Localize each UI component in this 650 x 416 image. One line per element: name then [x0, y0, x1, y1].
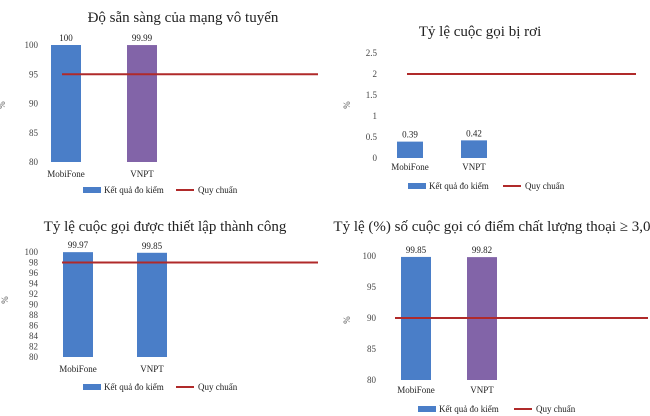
x-category-label: MobiFone [47, 169, 85, 179]
y-tick-label: 90 [29, 99, 39, 109]
y-axis-ticks: 80 85 90 95 100 [363, 251, 377, 385]
chart-panel-voice-quality: Tỷ lệ (%) số cuộc gọi có điểm chất lượng… [333, 219, 650, 414]
chart-title: Tỷ lệ cuộc gọi được thiết lập thành công [44, 219, 287, 235]
y-tick-label: 95 [367, 282, 377, 292]
y-tick-label: 95 [29, 69, 39, 79]
x-axis-categories: MobiFone VNPT [47, 169, 154, 179]
chart-panel-availability: Độ sẵn sàng của mạng vô tuyến % 80 85 90 95… [0, 0, 322, 205]
legend: Kết quả đo kiểm Quy chuẩn [418, 404, 576, 414]
y-tick-label: 80 [29, 157, 39, 167]
x-axis-categories: MobiFone VNPT [397, 385, 494, 395]
legend-label-standard: Quy chuẩn [536, 404, 576, 414]
legend-swatch-bar [83, 187, 101, 193]
y-tick-label: 86 [29, 321, 39, 331]
y-axis-label: % [0, 101, 7, 109]
x-category-label: VNPT [140, 364, 164, 374]
y-tick-label: 85 [367, 344, 377, 354]
x-category-label: MobiFone [59, 364, 97, 374]
y-axis-ticks: 0 0.5 1 1.5 2 2.5 [366, 48, 378, 163]
y-tick-label: 0 [373, 153, 378, 163]
legend-label-standard: Quy chuẩn [525, 181, 565, 191]
y-tick-label: 96 [29, 268, 39, 278]
x-category-label: MobiFone [397, 385, 435, 395]
bar-vnpt [461, 140, 487, 158]
legend: Kết quả đo kiểm Quy chuẩn [83, 382, 238, 392]
x-category-label: MobiFone [391, 162, 429, 172]
bar-mobifone [63, 252, 93, 357]
y-axis-label: % [342, 101, 352, 109]
chart-title: Tỷ lệ cuộc gọi bị rơi [419, 24, 541, 40]
data-label: 99.97 [68, 240, 89, 250]
data-label: 0.42 [466, 128, 482, 138]
data-label: 99.82 [472, 245, 492, 255]
legend-label-standard: Quy chuẩn [198, 382, 238, 392]
legend-swatch-bar [83, 384, 101, 390]
data-label: 99.99 [132, 33, 153, 43]
y-tick-label: 1.5 [366, 90, 378, 100]
y-tick-label: 100 [363, 251, 377, 261]
y-tick-label: 2.5 [366, 48, 378, 58]
legend-label-result: Kết quả đo kiểm [104, 185, 164, 195]
x-category-label: VNPT [470, 385, 494, 395]
data-label: 99.85 [406, 245, 427, 255]
y-tick-label: 1 [373, 111, 378, 121]
bar-mobifone [397, 141, 423, 158]
legend-label-result: Kết quả đo kiểm [104, 382, 164, 392]
x-category-label: VNPT [130, 169, 154, 179]
legend-swatch-bar [408, 183, 426, 189]
y-axis-label: % [0, 296, 10, 304]
y-tick-label: 100 [25, 40, 39, 50]
bar-vnpt [137, 252, 167, 357]
bars-group: 0.39 0.42 [397, 128, 487, 158]
y-tick-label: 98 [29, 258, 39, 268]
data-label: 0.39 [402, 130, 418, 140]
data-label: 99.85 [142, 241, 163, 251]
y-tick-label: 92 [29, 289, 38, 299]
bars-group: 99.85 99.82 [401, 245, 497, 380]
legend-label-result: Kết quả đo kiểm [429, 181, 489, 191]
legend: Kết quả đo kiểm Quy chuẩn [408, 181, 565, 191]
y-tick-label: 94 [29, 279, 39, 289]
legend: Kết quả đo kiểm Quy chuẩn [83, 185, 238, 195]
chart-panel-dropped-calls: Tỷ lệ cuộc gọi bị rơi % 0 0.5 1 1.5 2 2.5 0.3… [342, 24, 636, 191]
legend-label-standard: Quy chuẩn [198, 185, 238, 195]
y-axis-ticks: 80 85 90 95 100 [25, 40, 39, 167]
legend-swatch-bar [418, 406, 436, 412]
y-tick-label: 90 [367, 313, 377, 323]
y-tick-label: 0.5 [366, 132, 378, 142]
x-category-label: VNPT [462, 162, 486, 172]
chart-panel-call-setup: Tỷ lệ cuộc gọi được thiết lập thành công… [0, 219, 318, 392]
y-tick-label: 84 [29, 331, 39, 341]
y-tick-label: 90 [29, 300, 39, 310]
y-tick-label: 80 [367, 375, 377, 385]
y-axis-label: % [342, 316, 352, 324]
y-tick-label: 85 [29, 128, 39, 138]
y-tick-label: 2 [373, 69, 378, 79]
y-tick-label: 100 [25, 247, 39, 257]
x-axis-categories: MobiFone VNPT [391, 162, 486, 172]
x-axis-categories: MobiFone VNPT [59, 364, 164, 374]
legend-label-result: Kết quả đo kiểm [439, 404, 499, 414]
bar-vnpt [127, 45, 157, 162]
bar-mobifone [51, 45, 81, 162]
chart-title: Tỷ lệ (%) số cuộc gọi có điểm chất lượng… [333, 219, 650, 235]
chart-title: Độ sẵn sàng của mạng vô tuyến [88, 10, 279, 26]
data-label: 100 [59, 33, 73, 43]
bars-group: 100 99.99 [51, 33, 157, 162]
y-tick-label: 88 [29, 310, 39, 320]
y-tick-label: 80 [29, 352, 39, 362]
bars-group: 99.97 99.85 [63, 240, 167, 357]
y-tick-label: 82 [29, 342, 38, 352]
